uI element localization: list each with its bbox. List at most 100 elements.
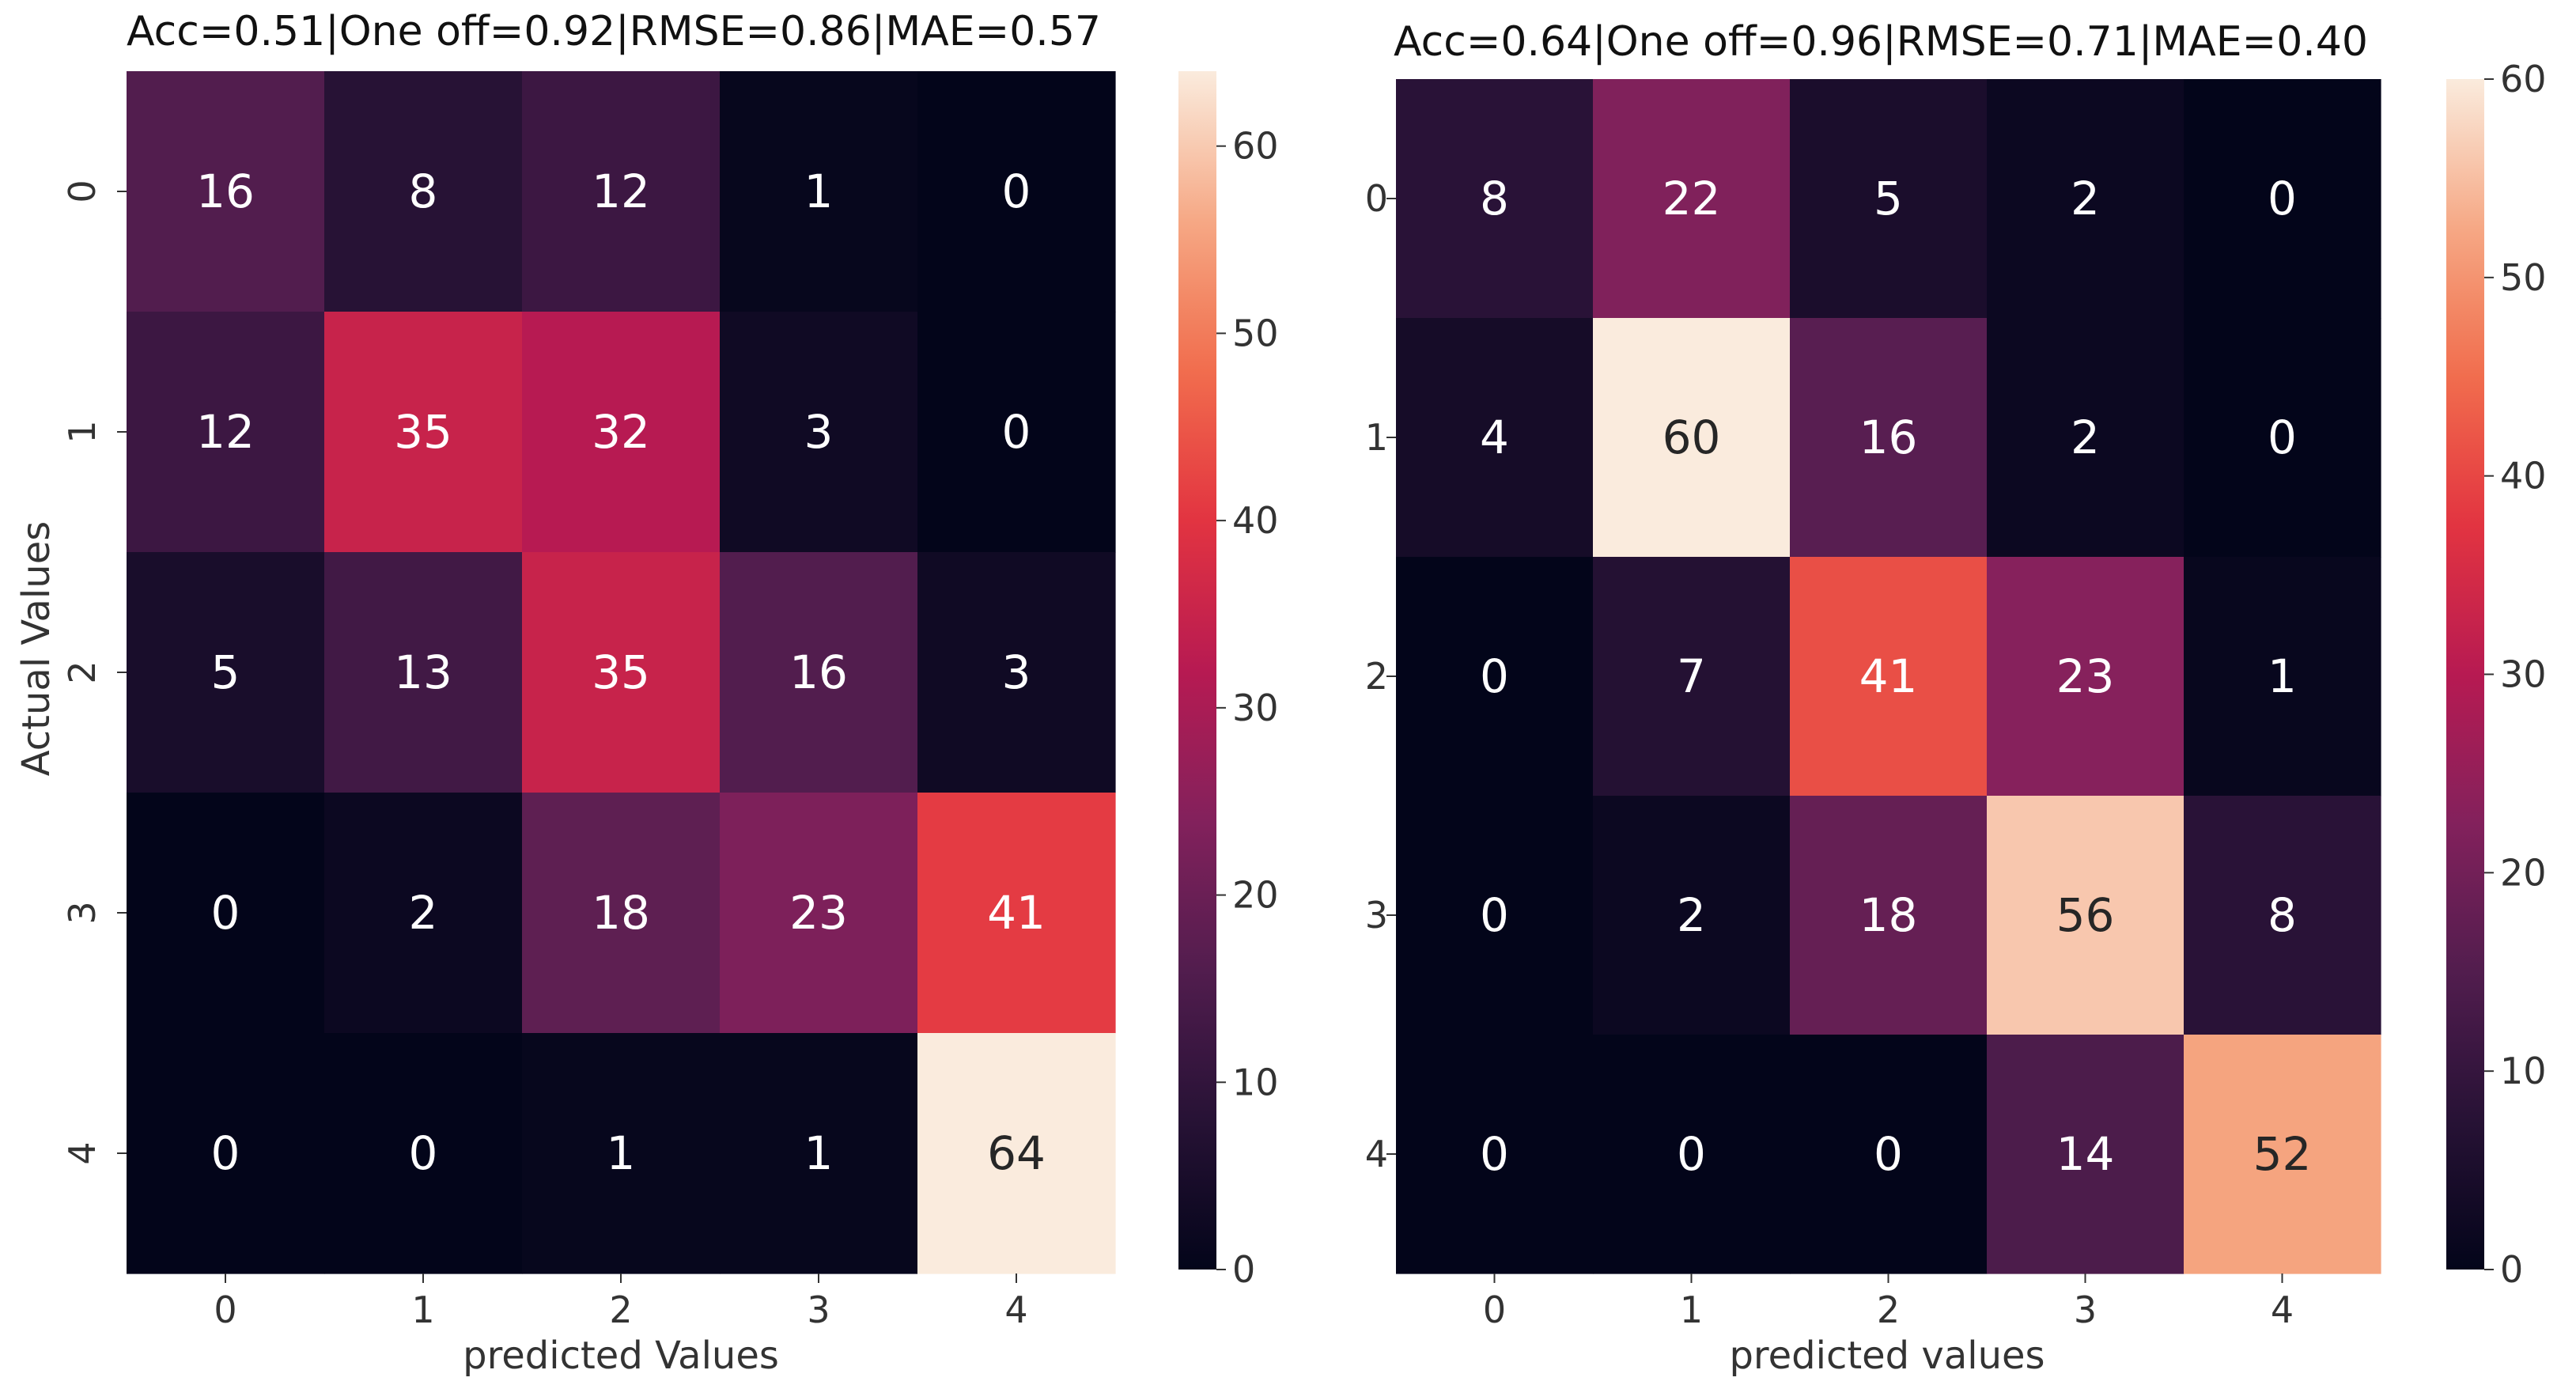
heatmap-left-cell-label-r4-c1: 0 — [409, 1126, 438, 1180]
heatmap-right-cell-label-r0-c1: 22 — [1662, 172, 1721, 225]
heatmap-right-cell-label-r3-c0: 0 — [1480, 888, 1509, 942]
heatmap-right-cell-r1-c1 — [1593, 318, 1791, 558]
heatmap-right: Acc=0.64|One off=0.96|RMSE=0.71|MAE=0.40… — [1365, 18, 2547, 1378]
heatmap-right-cell-label-r3-c4: 8 — [2268, 888, 2297, 942]
heatmap-left-y-tick-4: 4 — [61, 1141, 104, 1164]
heatmap-left-colorbar: 0 10 20 30 40 50 60 — [1178, 71, 1279, 1291]
heatmap-right-cell-label-r2-c4: 1 — [2268, 649, 2297, 703]
heatmap-left-cell-label-r3-c4: 41 — [987, 886, 1046, 940]
heatmap-right-cell-label-r3-c2: 18 — [1859, 888, 1918, 942]
heatmap-left-y-ticks: 0 1 2 3 4 — [61, 180, 127, 1165]
heatmap-left-colorbar-tick-2: 20 — [1232, 874, 1279, 917]
heatmap-right-colorbar-tick-2: 20 — [2500, 851, 2547, 894]
heatmap-left-cell-label-r2-c1: 13 — [394, 645, 452, 699]
heatmap-right-cell-r4-c4 — [2184, 1035, 2381, 1274]
heatmap-right-y-tick-3: 3 — [1365, 894, 1388, 937]
heatmap-left-colorbar-tick-5: 50 — [1232, 312, 1279, 354]
heatmap-left-cell-label-r0-c3: 1 — [804, 165, 834, 218]
heatmap-left-cell-r0-c2 — [522, 71, 721, 312]
heatmap-right-y-tick-4: 4 — [1365, 1133, 1388, 1175]
heatmap-right-x-tick-2: 2 — [1877, 1289, 1900, 1331]
heatmap-left-cell-label-r3-c3: 23 — [789, 886, 848, 940]
heatmap-left-y-label: Actual Values — [14, 521, 59, 776]
heatmap-right-cell-r3-c3 — [1987, 796, 2184, 1035]
heatmap-right-x-ticks: 0 1 2 3 4 — [1483, 1273, 2294, 1331]
heatmap-left-x-ticks: 0 1 2 3 4 — [214, 1273, 1028, 1331]
heatmap-right-x-label: predicted values — [1729, 1334, 2045, 1378]
heatmap-left-cell-r2-c2 — [522, 552, 721, 793]
heatmap-right-cell-r0-c4 — [2184, 79, 2381, 319]
heatmap-right-cell-label-r4-c4: 52 — [2253, 1127, 2312, 1181]
heatmap-left-cell-label-r3-c0: 0 — [211, 886, 240, 940]
heatmap-right-y-tick-2: 2 — [1365, 655, 1388, 698]
heatmap-left-x-tick-3: 3 — [807, 1289, 830, 1331]
heatmap-left-cell-label-r1-c0: 12 — [196, 405, 255, 459]
heatmap-right-cell-label-r1-c4: 0 — [2268, 411, 2297, 464]
heatmap-left-cell-label-r1-c1: 35 — [394, 405, 452, 459]
heatmap-left-colorbar-scale — [1178, 71, 1216, 1270]
heatmap-left-cell-label-r4-c2: 1 — [607, 1126, 636, 1180]
heatmap-left-cell-label-r3-c1: 2 — [409, 886, 438, 940]
heatmap-left-x-tick-4: 4 — [1004, 1289, 1027, 1331]
heatmap-right-x-tick-1: 1 — [1680, 1289, 1703, 1331]
heatmap-right-cell-r2-c4 — [2184, 557, 2381, 797]
heatmap-left-cell-r3-c3 — [720, 793, 918, 1034]
heatmap-left-colorbar-tick-4: 40 — [1232, 499, 1279, 542]
heatmap-right-cell-r0-c3 — [1987, 79, 2184, 319]
heatmap-right-y-tick-1: 1 — [1365, 416, 1388, 459]
heatmap-left-colorbar-tick-1: 10 — [1232, 1061, 1279, 1103]
heatmap-left-cell-label-r1-c4: 0 — [1002, 405, 1031, 459]
heatmap-left-cell-r1-c4 — [917, 312, 1116, 553]
heatmap-left-y-tick-2: 2 — [61, 660, 104, 683]
heatmap-left-cell-r4-c3 — [720, 1033, 918, 1274]
heatmap-left-cell-r2-c3 — [720, 552, 918, 793]
heatmap-left-cell-label-r1-c2: 32 — [592, 405, 650, 459]
heatmap-right-title: Acc=0.64|One off=0.96|RMSE=0.71|MAE=0.40 — [1394, 18, 2368, 66]
heatmap-right-colorbar: 0 10 20 30 40 50 60 — [2446, 58, 2547, 1291]
heatmap-right-cell-r3-c4 — [2184, 796, 2381, 1035]
heatmap-right-y-ticks: 0 1 2 3 4 — [1365, 177, 1396, 1175]
heatmap-right-cells: 8 22 5 2 04 60 16 2 00 7 41 23 10 2 18 56 80 0 0 14 52 — [1396, 79, 2381, 1274]
heatmap-left-cell-r0-c1 — [324, 71, 523, 312]
heatmap-left-x-tick-2: 2 — [609, 1289, 632, 1331]
heatmap-right-cell-r2-c1 — [1593, 557, 1791, 797]
heatmap-right-colorbar-tick-3: 30 — [2500, 653, 2547, 696]
heatmap-right-cell-r4-c1 — [1593, 1035, 1791, 1274]
heatmap-left-y-tick-0: 0 — [61, 180, 104, 202]
heatmap-right-cell-label-r2-c0: 0 — [1480, 649, 1509, 703]
heatmap-left-cell-r4-c2 — [522, 1033, 721, 1274]
heatmap-right-cell-r0-c1 — [1593, 79, 1791, 319]
heatmap-left-colorbar-tick-0: 0 — [1232, 1248, 1255, 1291]
heatmap-right-cell-r1-c3 — [1987, 318, 2184, 558]
heatmap-left-x-label: predicted Values — [463, 1334, 779, 1378]
heatmap-left-y-tick-3: 3 — [61, 901, 104, 924]
heatmap-right-cell-label-r0-c2: 5 — [1874, 172, 1903, 225]
heatmap-left-cell-r2-c4 — [917, 552, 1116, 793]
heatmap-right-cell-label-r2-c1: 7 — [1677, 649, 1706, 703]
heatmap-left-cell-r0-c3 — [720, 71, 918, 312]
heatmap-left-cell-label-r2-c3: 16 — [789, 645, 848, 699]
heatmap-left-cell-r3-c1 — [324, 793, 523, 1034]
heatmap-right-cell-label-r4-c3: 14 — [2056, 1127, 2115, 1181]
heatmap-left-cell-r2-c0 — [127, 552, 325, 793]
heatmap-left: Acc=0.51|One off=0.92|RMSE=0.86|MAE=0.57… — [14, 8, 1279, 1378]
heatmap-left-cell-label-r1-c3: 3 — [804, 405, 834, 459]
heatmap-right-cell-r1-c2 — [1790, 318, 1988, 558]
heatmap-left-cell-r2-c1 — [324, 552, 523, 793]
heatmap-left-cell-label-r4-c4: 64 — [987, 1126, 1046, 1180]
heatmap-left-cell-label-r3-c2: 18 — [592, 886, 650, 940]
heatmap-right-colorbar-scale — [2446, 79, 2484, 1270]
heatmap-left-cell-label-r2-c2: 35 — [592, 645, 650, 699]
heatmap-left-cell-label-r4-c0: 0 — [211, 1126, 240, 1180]
heatmap-right-cell-r1-c0 — [1396, 318, 1594, 558]
heatmap-right-colorbar-tick-4: 40 — [2500, 455, 2547, 498]
heatmap-right-y-tick-0: 0 — [1365, 177, 1388, 220]
heatmap-left-cell-r0-c4 — [917, 71, 1116, 312]
heatmap-left-cell-r1-c2 — [522, 312, 721, 553]
heatmap-left-cell-r1-c1 — [324, 312, 523, 553]
heatmap-right-cell-r0-c0 — [1396, 79, 1594, 319]
heatmap-left-x-tick-1: 1 — [411, 1289, 434, 1331]
heatmap-right-cell-label-r4-c0: 0 — [1480, 1127, 1509, 1181]
heatmap-right-cell-label-r2-c3: 23 — [2056, 649, 2115, 703]
